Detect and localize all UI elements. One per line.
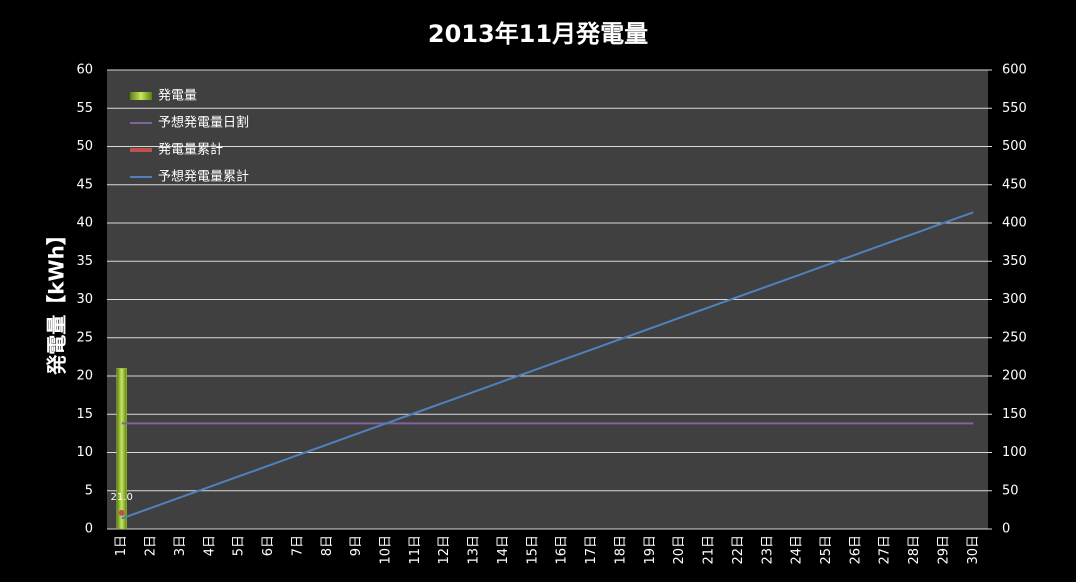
line: [121, 211, 974, 520]
y2-tick-label: 100: [1002, 445, 1027, 460]
y2-tick-label: 450: [1002, 177, 1027, 192]
x-tick-label: 9日: [349, 535, 364, 556]
x-tick-label: 1日: [114, 535, 129, 556]
y-tick-label: 35: [76, 254, 93, 269]
x-tick-label: 22日: [731, 535, 746, 565]
y-tick-label: 15: [76, 407, 93, 422]
marker: [118, 509, 125, 516]
x-tick-label: 30日: [966, 535, 981, 565]
y-tick-label: 30: [76, 292, 93, 307]
chart-title: 2013年11月発電量: [428, 20, 648, 48]
x-tick-label: 24日: [790, 535, 805, 565]
y-tick-label: 20: [76, 369, 93, 384]
x-tick-label: 27日: [878, 535, 893, 565]
y-tick-label: 0: [85, 522, 93, 537]
y-tick-label: 55: [76, 101, 93, 116]
y2-tick-label: 550: [1002, 101, 1027, 116]
x-tick-label: 14日: [496, 535, 511, 565]
x-tick-label: 19日: [643, 535, 658, 565]
y2-tick-label: 600: [1002, 63, 1027, 78]
legend-label: 発電量累計: [158, 142, 223, 158]
y-tick-label: 25: [76, 330, 93, 345]
y2-tick-label: 0: [1002, 522, 1010, 537]
y2-tick-label: 200: [1002, 369, 1027, 384]
y-tick-label: 5: [85, 483, 93, 498]
x-tick-label: 7日: [290, 535, 305, 556]
x-tick-label: 20日: [672, 535, 687, 565]
x-tick-label: 4日: [202, 535, 217, 556]
x-tick-label: 26日: [848, 535, 863, 565]
y-tick-label: 45: [76, 177, 93, 192]
x-tick-label: 5日: [232, 535, 247, 556]
legend-marker: [139, 148, 143, 152]
legend-label: 予想発電量累計: [158, 169, 249, 185]
x-tick-label: 2日: [144, 535, 159, 556]
y-tick-label: 10: [76, 445, 93, 460]
x-tick-label: 3日: [173, 535, 188, 556]
y-tick-label: 40: [76, 216, 93, 231]
y2-tick-label: 250: [1002, 330, 1027, 345]
x-tick-label: 25日: [819, 535, 834, 565]
x-tick-label: 13日: [467, 535, 482, 565]
y2-tick-label: 400: [1002, 216, 1027, 231]
y2-tick-label: 500: [1002, 139, 1027, 154]
x-tick-label: 23日: [760, 535, 775, 565]
x-tick-label: 11日: [408, 535, 423, 565]
data-label: 21.0: [111, 492, 133, 503]
y2-tick-label: 150: [1002, 407, 1027, 422]
x-tick-label: 18日: [613, 535, 628, 565]
x-tick-label: 29日: [936, 535, 951, 565]
x-tick-label: 28日: [907, 535, 922, 565]
legend-label: 予想発電量日割: [158, 115, 249, 131]
y-axis-label: 発電量【kWh】: [45, 225, 69, 376]
y2-tick-label: 350: [1002, 254, 1027, 269]
x-tick-label: 15日: [525, 535, 540, 565]
x-tick-label: 12日: [437, 535, 452, 565]
y2-tick-label: 50: [1002, 483, 1019, 498]
x-tick-label: 21日: [702, 535, 717, 565]
x-tick-label: 8日: [320, 535, 335, 556]
x-tick-label: 16日: [555, 535, 570, 565]
x-tick-label: 17日: [584, 535, 599, 565]
x-tick-label: 10日: [378, 535, 393, 565]
y-tick-label: 50: [76, 139, 93, 154]
y-tick-label: 60: [76, 63, 93, 78]
bar: [116, 368, 127, 530]
legend-swatch: [130, 92, 152, 100]
x-tick-label: 6日: [261, 535, 276, 556]
y2-tick-label: 300: [1002, 292, 1027, 307]
legend-label: 発電量: [158, 89, 197, 104]
